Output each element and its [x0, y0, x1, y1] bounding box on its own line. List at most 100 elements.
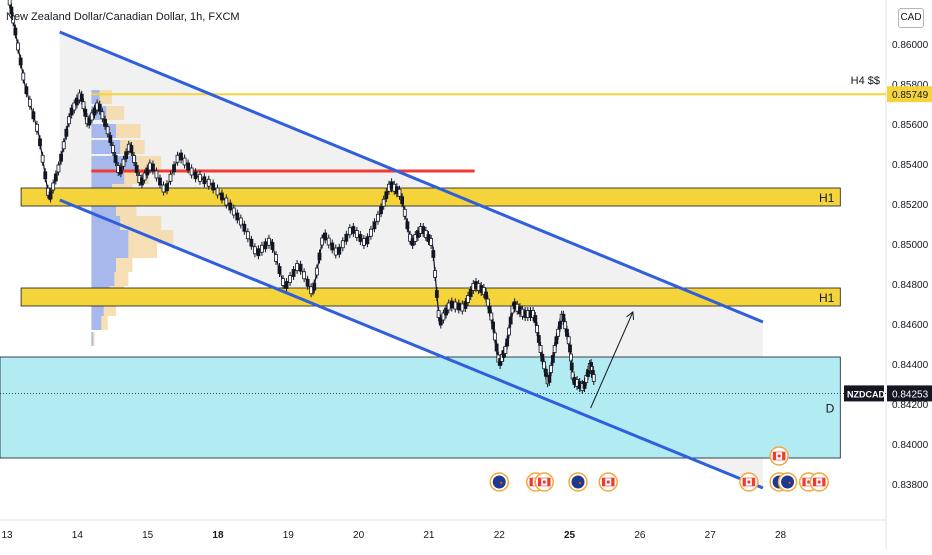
candle-body	[7, 0, 12, 6]
candle-body	[333, 247, 338, 256]
ca-flag-band	[813, 478, 817, 486]
ca-flag-event-icon[interactable]	[769, 446, 789, 466]
h4-price-tag-text: 0.85749	[892, 90, 929, 101]
channel-upper-line	[59, 30, 764, 324]
candle-body	[344, 233, 349, 242]
zone-h1	[20, 287, 841, 307]
current-price-tag	[887, 385, 932, 402]
x-tick-label: 13	[1, 530, 13, 541]
candle-body	[302, 271, 307, 280]
candle-body	[67, 116, 71, 125]
nz-flag-event-icon[interactable]	[777, 472, 798, 492]
candle-body	[295, 263, 299, 271]
candle-body	[40, 154, 45, 163]
candle-body	[31, 111, 36, 120]
candle-body	[108, 135, 113, 143]
nz-flag-event-icon[interactable]	[489, 472, 510, 492]
candle-body	[487, 305, 492, 314]
candle-body	[24, 86, 29, 95]
candle-body	[568, 344, 572, 353]
candle-body	[309, 286, 314, 295]
x-tick-label: 28	[775, 530, 787, 541]
candle-body	[466, 295, 470, 303]
candle-body	[376, 213, 380, 222]
candle-body	[270, 242, 275, 250]
candle-body	[165, 183, 169, 192]
ca-flag-event-icon[interactable]	[598, 472, 618, 492]
x-tick-label: 21	[423, 530, 435, 541]
ca-flag-band	[547, 478, 551, 486]
candle-body	[206, 178, 211, 187]
candle-body	[118, 166, 123, 175]
candle-body	[172, 164, 176, 173]
candle-body	[59, 153, 63, 162]
x-tick-label: 14	[72, 530, 84, 541]
volume-profile-bar	[91, 216, 121, 230]
candle-body	[400, 196, 405, 205]
candle-body	[129, 145, 134, 153]
candle-body	[426, 234, 431, 242]
candle-body	[323, 232, 328, 241]
nz-flag-icon	[492, 475, 506, 489]
candle-body	[421, 226, 426, 234]
candle-body	[410, 238, 415, 246]
candle-body	[431, 250, 436, 258]
candle-body	[491, 321, 496, 330]
candle-body	[161, 184, 166, 193]
x-tick-label: 27	[705, 530, 717, 541]
candle-body	[124, 151, 129, 160]
candle-body	[552, 345, 557, 353]
candle-body	[372, 221, 377, 230]
candle-body	[379, 206, 383, 215]
candle-body	[79, 93, 84, 102]
ca-flag-band	[611, 478, 615, 486]
candle-body	[489, 312, 494, 321]
x-tick-label: 18	[212, 530, 224, 541]
candle-body	[274, 254, 278, 262]
candle-body	[182, 157, 187, 166]
ca-maple-leaf	[542, 480, 546, 484]
candle-body	[211, 182, 216, 191]
channel-lower-line	[59, 198, 764, 490]
candle-body	[256, 248, 261, 257]
candle-body	[215, 187, 220, 196]
candle-body	[27, 98, 32, 107]
ca-flag-event-icon[interactable]	[739, 472, 759, 492]
ca-flag-event-icon[interactable]	[534, 472, 555, 492]
nz-flag-event-icon[interactable]	[568, 472, 588, 492]
symbol-tag-text: NZDCAD	[847, 389, 885, 399]
candle-body	[43, 171, 48, 180]
zone-label: H1	[819, 291, 835, 305]
candle-body	[449, 300, 454, 309]
candle-body	[89, 112, 94, 121]
candle-body	[235, 212, 240, 221]
candle-body	[554, 336, 559, 345]
candle-body	[189, 167, 194, 176]
candle-body	[550, 355, 555, 363]
candle-body	[168, 173, 173, 182]
volume-profile-bar	[91, 244, 129, 258]
currency-badge[interactable]: CAD	[898, 8, 924, 28]
candle-body	[140, 177, 144, 186]
ca-flag-band	[751, 478, 755, 486]
candle-body	[453, 301, 458, 310]
volume-profile-bar	[91, 332, 94, 346]
candle-body	[151, 163, 155, 172]
candle-body	[48, 191, 53, 200]
candle-body	[238, 217, 243, 226]
candle-body	[463, 301, 468, 309]
y-tick-label: 0.84600	[892, 320, 929, 331]
volume-profile-bar	[91, 258, 117, 272]
candle-body	[441, 312, 446, 321]
candle-body	[361, 238, 366, 246]
candle-body	[320, 237, 325, 246]
candle-body	[561, 313, 566, 322]
candle-body	[563, 321, 568, 330]
candle-body	[132, 155, 136, 163]
candle-body	[436, 310, 441, 318]
y-tick-label: 0.85200	[892, 200, 929, 211]
ca-flag-event-icon[interactable]	[809, 472, 829, 492]
candle-body	[53, 173, 58, 182]
